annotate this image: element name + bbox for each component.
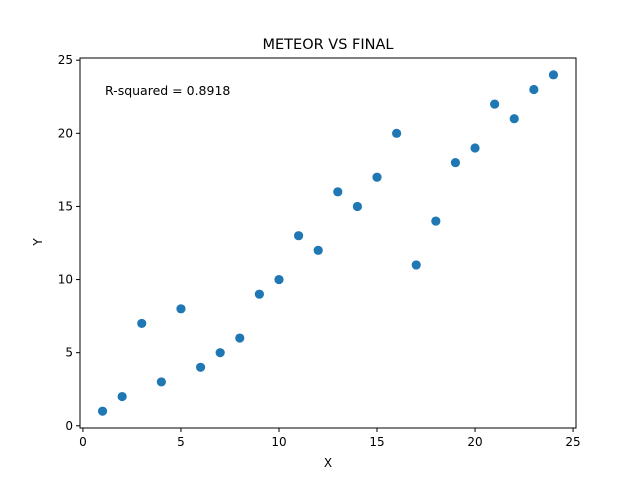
data-point <box>470 143 480 153</box>
chart-title: METEOR VS FINAL <box>263 37 394 53</box>
data-point <box>195 362 206 372</box>
x-axis-label: X <box>324 456 332 470</box>
x-tick-label: 25 <box>565 435 580 449</box>
data-point <box>372 172 382 182</box>
data-point <box>352 201 363 212</box>
x-tick-label: 5 <box>177 435 185 449</box>
data-point <box>313 245 323 255</box>
y-tick-label: 15 <box>58 199 73 213</box>
data-point <box>117 391 127 402</box>
data-points <box>97 70 559 416</box>
x-tick-label: 0 <box>79 435 87 449</box>
x-tick-label: 15 <box>369 435 384 449</box>
data-point <box>254 289 264 299</box>
data-point <box>235 333 245 343</box>
y-tick-label: 20 <box>58 126 73 140</box>
data-point <box>548 70 559 80</box>
r-squared-annotation: R-squared = 0.8918 <box>105 83 230 98</box>
data-point <box>215 348 225 358</box>
y-tick-label: 5 <box>65 346 73 360</box>
x-tick-label: 20 <box>467 435 482 449</box>
y-axis-ticks: 0 5 10 15 20 25 <box>58 53 80 433</box>
data-point <box>529 84 539 95</box>
data-point <box>176 304 186 314</box>
y-tick-label: 10 <box>58 273 73 287</box>
y-axis-label: Y <box>31 238 45 247</box>
plot-frame <box>79 57 577 429</box>
data-point <box>392 128 402 138</box>
data-point <box>411 260 421 270</box>
data-point <box>490 99 500 109</box>
data-point <box>97 406 108 416</box>
x-axis-ticks: 0 5 10 15 20 25 <box>79 428 581 449</box>
data-point <box>450 157 461 168</box>
data-point <box>333 187 343 197</box>
data-point <box>156 377 166 387</box>
data-point <box>509 114 519 124</box>
y-tick-label: 25 <box>58 53 73 67</box>
x-tick-label: 10 <box>271 435 286 449</box>
y-tick-label: 0 <box>65 419 73 433</box>
data-point <box>274 274 284 285</box>
data-point <box>137 318 147 329</box>
data-point <box>431 216 441 226</box>
data-point <box>293 231 304 241</box>
